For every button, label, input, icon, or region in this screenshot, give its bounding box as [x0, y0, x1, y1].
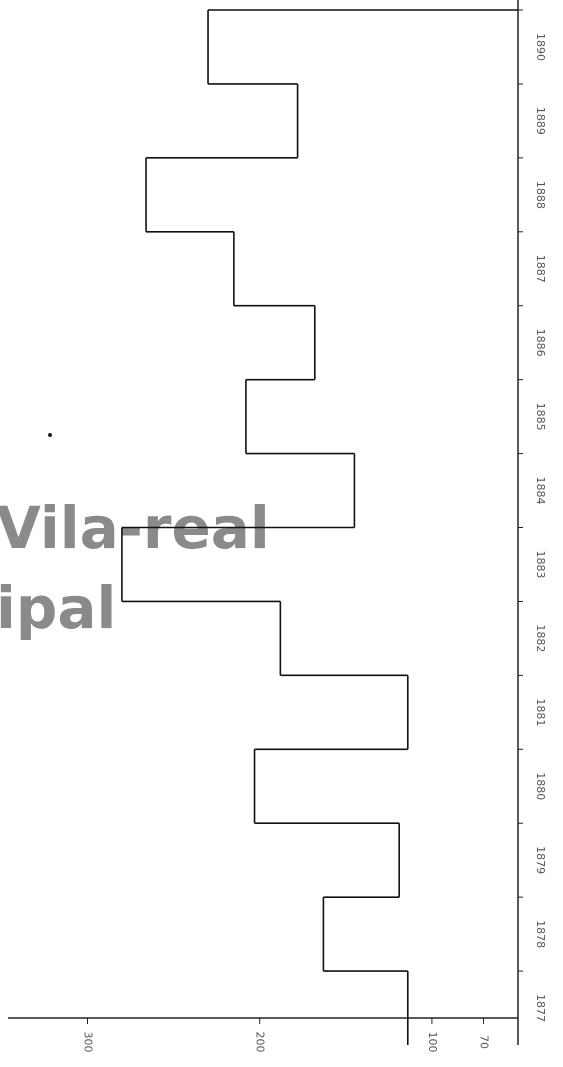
watermark: ipal	[0, 574, 116, 642]
x-tick-label: 1882	[534, 624, 547, 652]
x-tick-label: 1885	[534, 403, 547, 431]
x-tick-label: 1880	[534, 772, 547, 800]
x-tick-label: 1878	[534, 920, 547, 948]
y-tick-label: 70	[478, 1035, 491, 1049]
speck	[48, 433, 52, 437]
x-tick-label: 1877	[534, 994, 547, 1022]
y-tick-label: 200	[254, 1032, 267, 1053]
y-tick-label: 100	[426, 1032, 439, 1053]
x-tick-label: 1889	[534, 107, 547, 135]
x-tick-label: 1888	[534, 181, 547, 209]
x-tick-label: 1890	[534, 33, 547, 61]
y-tick-label: 300	[81, 1032, 94, 1053]
x-tick-label: 1883	[534, 550, 547, 578]
x-tick-label: 1886	[534, 329, 547, 357]
x-tick-label: 1879	[534, 846, 547, 874]
x-tick-label: 1884	[534, 477, 547, 505]
x-tick-label: 1887	[534, 255, 547, 283]
x-tick-label: 1881	[534, 698, 547, 726]
